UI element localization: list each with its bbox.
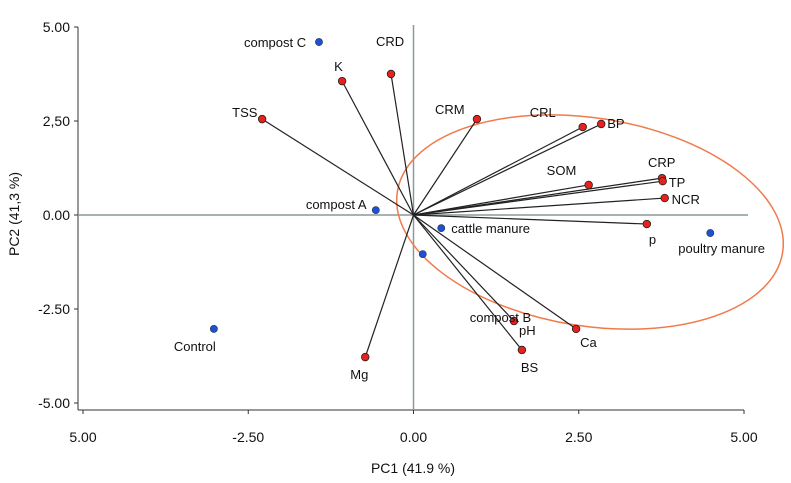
treatment-label-compost-B: compost B: [470, 310, 531, 325]
variable-label-Mg: Mg: [350, 367, 368, 382]
x-tick-label: 5.00: [730, 429, 757, 445]
variable-label-p: p: [649, 232, 656, 247]
vector-CRM: [412, 118, 478, 216]
y-tick-label: 2,50: [43, 113, 70, 129]
axes: 5.00 -2.50 0.00 2.50 5.00 5.00 2,50 0.00 -2.50 -5…: [38, 19, 758, 445]
treatment-label-cattle-manure: cattle manure: [451, 221, 530, 236]
variable-point-BS: [517, 345, 527, 355]
variable-point-TSS: [257, 114, 267, 124]
variable-label-BS: BS: [521, 360, 539, 375]
treatment-label-poultry-manure: poultry manure: [678, 241, 765, 256]
variable-point-CRD: [386, 69, 396, 79]
variable-label-K: K: [334, 59, 343, 74]
highlight-ellipse: [395, 114, 785, 330]
vector-TP: [413, 180, 663, 216]
variable-point-CRM: [472, 114, 482, 124]
variable-label-Ca: Ca: [580, 335, 597, 350]
vector-CRD: [390, 73, 415, 216]
vector-Mg: [364, 214, 415, 358]
variable-label-CRP: CRP: [648, 155, 675, 170]
variable-point-BP: [597, 119, 606, 129]
variable-point-NCR: [660, 193, 669, 203]
x-tick-label: 0.00: [400, 429, 427, 445]
variable-vectors: [261, 73, 665, 358]
vector-K: [341, 80, 415, 216]
variable-point-Mg: [361, 352, 370, 362]
vector-NCR: [413, 197, 665, 216]
y-tick-label: 0.00: [43, 207, 70, 223]
y-tick-label: -5.00: [38, 395, 70, 411]
treatment-point-compost-B: [418, 250, 427, 259]
y-tick-label: 5.00: [43, 19, 70, 35]
point-labels: TSS K CRD CRM CRL BP SOM CRP TP NCR p Ca pH BS Mg compo…: [174, 34, 765, 382]
vector-Ca: [413, 214, 577, 330]
vector-BP: [413, 123, 602, 216]
variable-label-TP: TP: [669, 175, 686, 190]
highlight-ellipse-layer: [395, 114, 785, 330]
vector-BS: [413, 214, 523, 351]
variable-label-pH: pH: [519, 323, 536, 338]
vector-p: [413, 214, 647, 225]
variable-label-CRM: CRM: [435, 102, 465, 117]
variable-label-CRL: CRL: [530, 105, 556, 120]
treatment-point-poultry-manure: [706, 229, 715, 237]
vector-pH: [413, 214, 515, 322]
variable-point-CRL: [578, 122, 587, 132]
variable-point-pH: [509, 316, 519, 326]
variable-point-K: [337, 76, 347, 86]
vector-CRL: [413, 126, 583, 216]
variable-point-p: [642, 219, 652, 229]
variable-point-SOM: [584, 180, 593, 190]
vector-SOM: [413, 184, 589, 216]
treatment-point-cattle-manure: [437, 224, 446, 233]
variable-point-Ca: [571, 324, 581, 334]
variable-label-SOM: SOM: [547, 163, 577, 178]
vector-TSS: [261, 118, 414, 216]
x-tick-label: 5.00: [69, 429, 96, 445]
points: [209, 38, 715, 362]
variable-label-BP: BP: [607, 116, 624, 131]
treatment-point-compost-A: [371, 206, 380, 215]
treatment-label-compost-C: compost C: [244, 35, 306, 50]
y-tick-label: -2.50: [38, 301, 70, 317]
x-tick-label: 2.50: [565, 429, 592, 445]
treatment-point-Control: [209, 325, 218, 333]
variable-label-TSS: TSS: [232, 105, 258, 120]
treatment-point-compost-C: [315, 38, 323, 46]
variable-label-NCR: NCR: [672, 192, 700, 207]
y-axis-label: PC2 (41,3 %): [6, 172, 22, 256]
variable-point-TP: [658, 176, 667, 186]
variable-label-CRD: CRD: [376, 34, 404, 49]
treatment-label-Control: Control: [174, 339, 216, 354]
treatment-label-compost-A: compost A: [306, 197, 367, 212]
x-tick-label: -2.50: [232, 429, 264, 445]
x-axis-label: PC1 (41.9 %): [371, 460, 455, 476]
